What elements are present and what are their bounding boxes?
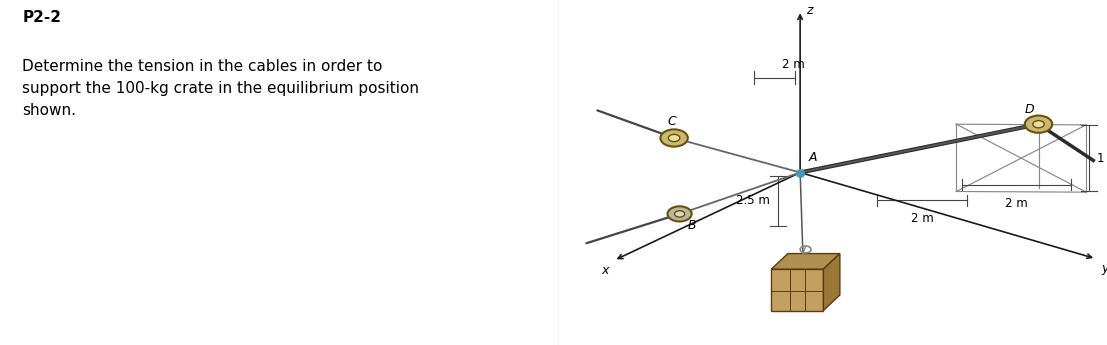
Polygon shape xyxy=(772,254,840,269)
Text: 1 m: 1 m xyxy=(1097,152,1107,165)
Text: 2.5 m: 2.5 m xyxy=(736,195,770,207)
Text: B: B xyxy=(687,219,696,232)
Circle shape xyxy=(668,206,692,221)
Text: y: y xyxy=(1101,262,1107,275)
Text: C: C xyxy=(668,115,675,128)
Text: 2 m: 2 m xyxy=(1005,197,1028,210)
Polygon shape xyxy=(772,269,824,310)
Text: 2 m: 2 m xyxy=(783,58,805,71)
Text: D: D xyxy=(1025,102,1034,116)
Circle shape xyxy=(1033,120,1044,128)
Polygon shape xyxy=(824,254,840,310)
Circle shape xyxy=(674,211,684,217)
Text: 2 m: 2 m xyxy=(911,212,933,225)
Circle shape xyxy=(1025,116,1052,133)
Text: x: x xyxy=(601,264,609,277)
Text: P2-2: P2-2 xyxy=(22,10,61,25)
Circle shape xyxy=(669,134,680,141)
Text: Determine the tension in the cables in order to
support the 100-kg crate in the : Determine the tension in the cables in o… xyxy=(22,59,420,118)
Text: A: A xyxy=(808,151,817,164)
Circle shape xyxy=(661,129,687,147)
Text: z: z xyxy=(806,4,813,17)
